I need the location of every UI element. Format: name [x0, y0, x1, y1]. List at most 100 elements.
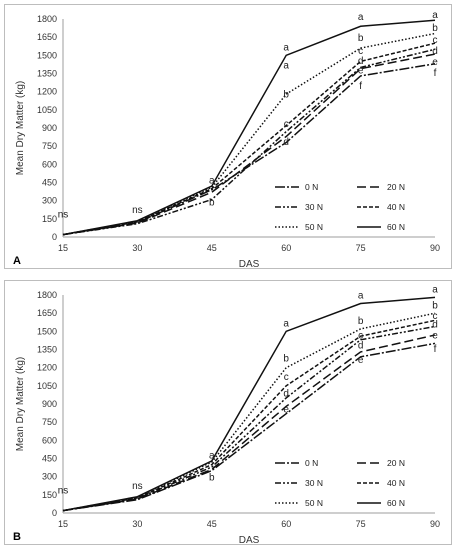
chart-b-annotation-label: e	[432, 331, 438, 342]
chart-a-legend-label: 20 N	[387, 182, 405, 192]
chart-a-series-line-50n	[62, 32, 436, 236]
chart-b-y-axis-title: Mean Dry Matter (kg)	[15, 357, 26, 451]
chart-b-legend-label: 40 N	[387, 478, 405, 488]
chart-a-y-tick-label: 0	[52, 232, 57, 242]
chart-b-legend-label: 50 N	[305, 498, 323, 508]
chart-b-y-tick-label: 1200	[37, 363, 57, 373]
chart-b-y-tick-label: 1350	[37, 345, 57, 355]
chart-panel-b: 0 150 300 450 600 750 900 1050 1200 1350 1500 1650 1…	[4, 280, 452, 546]
chart-a-x-tick-label: 30	[132, 243, 142, 253]
chart-b-annotation-label: a	[432, 285, 438, 296]
chart-b-x-axis-title: DAS	[239, 535, 260, 546]
chart-b-annotation-label: e	[283, 404, 289, 415]
chart-b-annotation-label: f	[434, 344, 437, 355]
chart-b-y-tick-label: 1650	[37, 308, 57, 318]
chart-a-annotation-label: f	[434, 68, 437, 79]
chart-a-y-tick-label: 750	[42, 141, 57, 151]
chart-a-svg: 0 150 300 450 600 750 900 1050 1200 1350 1500 1650 1…	[13, 10, 440, 270]
chart-b-y-tick-label: 1800	[37, 290, 57, 300]
chart-b-annotation-label: b	[283, 354, 289, 365]
chart-b-annotation-label: ns	[58, 486, 69, 497]
chart-a-annotation-label: a	[283, 61, 289, 72]
chart-b-annotation-label: a	[358, 291, 364, 302]
chart-a-y-tick-label: 300	[42, 196, 57, 206]
chart-a-annotation-label: c	[433, 35, 438, 46]
chart-panel-a: 0 150 300 450 600 750 900 1050 1200 1350 1500 1650 1…	[4, 4, 452, 270]
chart-a-series-line-40n	[62, 42, 436, 236]
chart-b-annotation-label: d	[432, 320, 438, 331]
chart-b-y-tick-label: 450	[42, 454, 57, 464]
chart-b-annotation-label: a	[283, 318, 289, 329]
chart-b-legend-label: 60 N	[387, 498, 405, 508]
chart-b-y-tick-label: 900	[42, 399, 57, 409]
chart-a-y-tick-label: 1800	[37, 14, 57, 24]
chart-a-annotation-label: ns	[58, 210, 69, 221]
chart-b-series-line-0n	[62, 342, 436, 512]
chart-b-legend-label: 0 N	[305, 458, 318, 468]
chart-a-annotation-label: b	[432, 23, 438, 34]
chart-b-x-tick-label: 75	[356, 519, 366, 529]
chart-a-legend-label: 0 N	[305, 182, 318, 192]
chart-a-series-line-30n	[62, 48, 436, 236]
chart-a-annotation-label: ns	[132, 205, 143, 216]
chart-a-annotation-label: b	[209, 198, 215, 209]
chart-b-y-tick-label: 600	[42, 435, 57, 445]
chart-a-annotation-label: a	[209, 176, 215, 187]
chart-b-annotation-label: c	[433, 311, 438, 322]
chart-b-y-tick-label: 0	[52, 508, 57, 518]
chart-b-legend-label: 30 N	[305, 478, 323, 488]
chart-a-annotation-label: d	[283, 137, 289, 148]
chart-a-annotation-label: d	[432, 46, 438, 57]
chart-a-legend-label: 60 N	[387, 222, 405, 232]
chart-a-y-axis-title: Mean Dry Matter (kg)	[15, 81, 26, 175]
chart-b-y-tick-label: 1050	[37, 381, 57, 391]
chart-b-annotation-label: c	[358, 331, 363, 342]
chart-b-annotation-label: e	[358, 355, 364, 366]
chart-a-annotation-label: a	[432, 10, 438, 21]
chart-b-svg: 0 150 300 450 600 750 900 1050 1200 1350 1500 1650 1…	[13, 285, 440, 546]
chart-a-x-axis-title: DAS	[239, 259, 260, 270]
chart-a-annotation-label: d	[358, 56, 364, 67]
chart-b-y-tick-label: 300	[42, 472, 57, 482]
chart-b-y-tick-label: 150	[42, 490, 57, 500]
chart-a-y-tick-label: 600	[42, 159, 57, 169]
chart-a-annotation-label: e	[432, 57, 438, 68]
chart-a-y-tick-label: 1500	[37, 50, 57, 60]
chart-a-y-tick-label: 450	[42, 178, 57, 188]
chart-b-x-tick-label: 60	[281, 519, 291, 529]
chart-b-x-tick-label: 30	[132, 519, 142, 529]
chart-a-y-tick-label: 1200	[37, 87, 57, 97]
chart-a-annotation-label: b	[358, 33, 364, 44]
chart-b-annotation-label: d	[283, 389, 289, 400]
chart-a-y-tick-label: 1350	[37, 69, 57, 79]
chart-a-legend-label: 40 N	[387, 202, 405, 212]
chart-b-panel-label: B	[13, 531, 21, 543]
chart-a-x-tick-label: 15	[58, 243, 68, 253]
chart-b-series-line-30n	[62, 325, 436, 512]
chart-b-annotation-label: a	[209, 451, 215, 462]
chart-a-x-tick-label: 90	[430, 243, 440, 253]
chart-a-annotation-label: a	[283, 42, 289, 53]
chart-a-x-tick-label: 60	[281, 243, 291, 253]
chart-a-legend-label: 50 N	[305, 222, 323, 232]
chart-a-y-tick-label: 150	[42, 214, 57, 224]
chart-b-annotation-label: b	[358, 316, 364, 327]
chart-b-x-tick-label: 90	[430, 519, 440, 529]
chart-b-series-line-60n	[62, 296, 436, 512]
chart-a-annotation-label: f	[359, 81, 362, 92]
chart-a-series-line-0n	[62, 63, 436, 236]
chart-a-x-tick-label: 75	[356, 243, 366, 253]
chart-b-series-line-50n	[62, 312, 436, 512]
chart-a-y-tick-label: 900	[42, 123, 57, 133]
chart-b-y-tick-label: 1500	[37, 326, 57, 336]
chart-b-annotation-label: ns	[132, 481, 143, 492]
chart-b-y-tick-label: 750	[42, 417, 57, 427]
chart-a-annotation-label: b	[283, 90, 289, 101]
chart-a-y-tick-label: 1050	[37, 105, 57, 115]
chart-a-annotation-label: c	[284, 119, 289, 130]
chart-a-annotation-label: c	[358, 46, 363, 57]
chart-b-x-tick-label: 45	[207, 519, 217, 529]
chart-b-legend-label: 20 N	[387, 458, 405, 468]
chart-a-series-line-20n	[62, 53, 436, 236]
chart-b-annotation-label: c	[284, 372, 289, 383]
